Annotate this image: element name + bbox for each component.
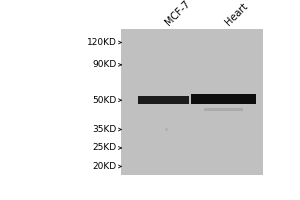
Text: 20KD: 20KD xyxy=(92,162,116,171)
Text: 25KD: 25KD xyxy=(92,143,116,152)
Bar xyxy=(204,108,243,111)
Text: 120KD: 120KD xyxy=(87,38,116,47)
Text: 50KD: 50KD xyxy=(92,96,116,105)
Text: MCF-7: MCF-7 xyxy=(164,0,193,27)
Text: Heart: Heart xyxy=(223,1,250,27)
Text: 90KD: 90KD xyxy=(92,60,116,69)
Bar xyxy=(191,94,256,104)
Text: 35KD: 35KD xyxy=(92,125,116,134)
Bar xyxy=(138,96,189,104)
